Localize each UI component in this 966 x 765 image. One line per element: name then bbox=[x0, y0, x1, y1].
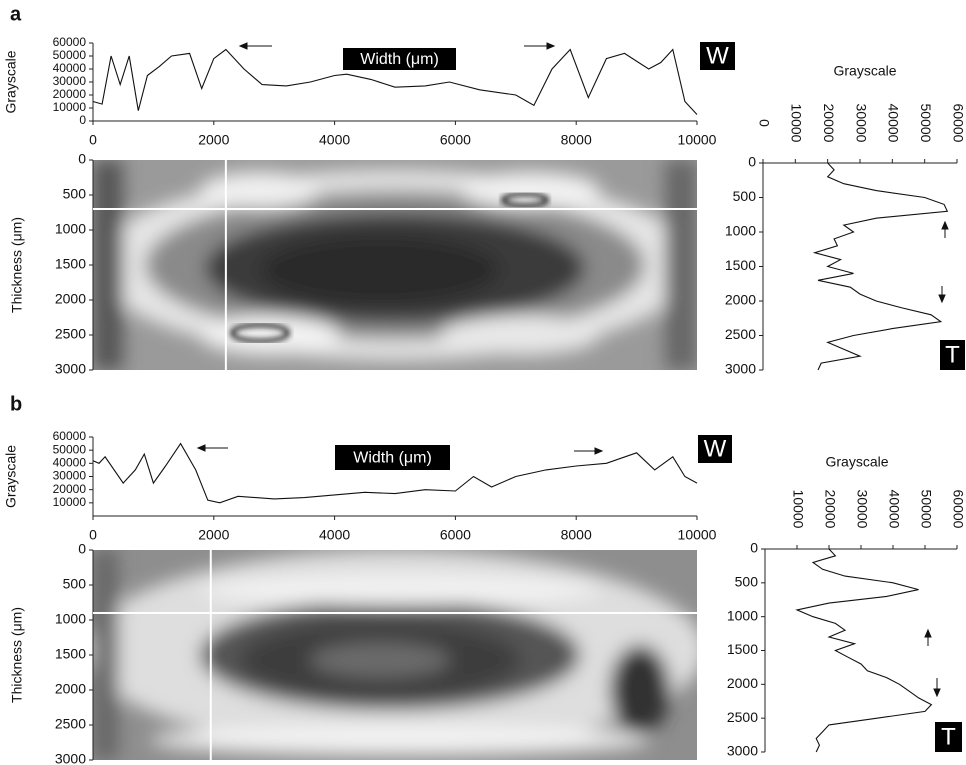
panel-label: a bbox=[10, 3, 22, 25]
x-tick-label: 10000 bbox=[678, 132, 717, 148]
y-tick-label: 500 bbox=[63, 576, 87, 592]
x-tick-label: 40000 bbox=[886, 490, 902, 529]
x-axis-label: Grayscale bbox=[833, 63, 896, 79]
badge: W bbox=[704, 435, 727, 462]
x-tick-label: 50000 bbox=[918, 104, 934, 143]
x-tick-label: 4000 bbox=[319, 527, 350, 543]
y-tick-label: 3000 bbox=[727, 743, 758, 759]
badge: T bbox=[945, 341, 960, 368]
x-tick-label: 8000 bbox=[561, 132, 592, 148]
x-tick-label: 30000 bbox=[853, 104, 869, 143]
y-tick-label: 1000 bbox=[727, 607, 758, 623]
x-tick-label: 60000 bbox=[950, 104, 966, 143]
y-tick-label: 1500 bbox=[725, 257, 756, 273]
x-tick-label: 50000 bbox=[918, 490, 934, 529]
y-tick-label: 2000 bbox=[55, 291, 86, 307]
y-tick-label: 2500 bbox=[727, 709, 758, 725]
y-tick-label: 1500 bbox=[55, 256, 86, 272]
y-tick-label: 500 bbox=[63, 186, 87, 202]
y-tick-label: 2000 bbox=[725, 292, 756, 308]
y-tick-label: 1000 bbox=[55, 611, 86, 627]
badge-box bbox=[940, 340, 965, 370]
panel-label: b bbox=[10, 393, 22, 415]
badge-box bbox=[698, 435, 732, 463]
y-tick-label: 50000 bbox=[53, 442, 87, 456]
x-tick-label: 4000 bbox=[319, 132, 350, 148]
y-tick-label: 0 bbox=[79, 113, 86, 127]
annotation-box bbox=[343, 48, 456, 70]
y-axis-label: Grayscale bbox=[3, 445, 19, 508]
x-tick-label: 20000 bbox=[821, 104, 837, 143]
y-tick-label: 1000 bbox=[725, 223, 756, 239]
y-tick-label: 3000 bbox=[55, 751, 86, 765]
y-tick-label: 10000 bbox=[53, 495, 87, 509]
y-tick-label: 1000 bbox=[55, 221, 86, 237]
arrows bbox=[196, 42, 949, 698]
y-tick-label: 30000 bbox=[53, 74, 87, 88]
x-tick-label: 20000 bbox=[822, 490, 838, 529]
profile-line bbox=[92, 48, 698, 115]
y-tick-label: 3000 bbox=[725, 361, 756, 377]
profile-line bbox=[92, 442, 698, 504]
x-tick-label: 0 bbox=[89, 132, 97, 148]
photo-b bbox=[93, 550, 697, 760]
y-tick-label: 40000 bbox=[53, 456, 87, 470]
y-tick-label: 2500 bbox=[55, 326, 86, 342]
y-tick-label: 500 bbox=[733, 188, 757, 204]
x-axis-label: Grayscale bbox=[825, 454, 888, 470]
profile-line bbox=[812, 162, 949, 371]
x-tick-label: 0 bbox=[756, 119, 772, 127]
y-tick-label: 50000 bbox=[53, 48, 87, 62]
y-tick-label: 0 bbox=[748, 154, 756, 170]
x-tick-label: 6000 bbox=[440, 527, 471, 543]
badge-box bbox=[935, 722, 962, 752]
profile-line bbox=[795, 548, 933, 753]
y-tick-label: 30000 bbox=[53, 469, 87, 483]
y-tick-label: 3000 bbox=[55, 361, 86, 377]
photo-a bbox=[93, 160, 697, 370]
annotation-box bbox=[335, 445, 450, 470]
y-tick-label: 20000 bbox=[53, 87, 87, 101]
y-tick-label: 1500 bbox=[727, 641, 758, 657]
x-tick-label: 30000 bbox=[854, 490, 870, 529]
y-tick-label: 0 bbox=[750, 540, 758, 556]
y-tick-label: 60000 bbox=[53, 429, 87, 443]
x-tick-label: 60000 bbox=[950, 490, 966, 529]
x-tick-label: 6000 bbox=[440, 132, 471, 148]
y-tick-label: 2000 bbox=[55, 681, 86, 697]
y-tick-label: 0 bbox=[78, 151, 86, 167]
y-tick-label: 20000 bbox=[53, 482, 87, 496]
y-tick-label: 500 bbox=[735, 574, 759, 590]
y-tick-label: 2000 bbox=[727, 675, 758, 691]
x-tick-label: 10000 bbox=[790, 490, 806, 529]
y-tick-label: 10000 bbox=[53, 100, 87, 114]
y-axis-label: Grayscale bbox=[3, 50, 19, 113]
y-tick-label: 2500 bbox=[55, 716, 86, 732]
y-axis-label: Thickness (μm) bbox=[9, 607, 25, 703]
annotation: Width (μm) bbox=[353, 450, 432, 467]
annotation: Width (μm) bbox=[360, 51, 439, 68]
x-tick-label: 8000 bbox=[561, 527, 592, 543]
y-axis-label: Thickness (μm) bbox=[9, 217, 25, 313]
x-tick-label: 0 bbox=[89, 527, 97, 543]
badge: T bbox=[941, 723, 956, 750]
x-tick-label: 2000 bbox=[198, 132, 229, 148]
x-tick-label: 40000 bbox=[886, 104, 902, 143]
y-tick-label: 1500 bbox=[55, 646, 86, 662]
y-tick-label: 2500 bbox=[725, 326, 756, 342]
y-tick-label: 40000 bbox=[53, 61, 87, 75]
x-tick-label: 2000 bbox=[198, 527, 229, 543]
badge-box bbox=[700, 42, 735, 70]
y-tick-label: 0 bbox=[78, 541, 86, 557]
y-tick-label: 60000 bbox=[53, 35, 87, 49]
x-tick-label: 10000 bbox=[678, 527, 717, 543]
badge: W bbox=[706, 42, 729, 69]
x-tick-label: 10000 bbox=[789, 104, 805, 143]
